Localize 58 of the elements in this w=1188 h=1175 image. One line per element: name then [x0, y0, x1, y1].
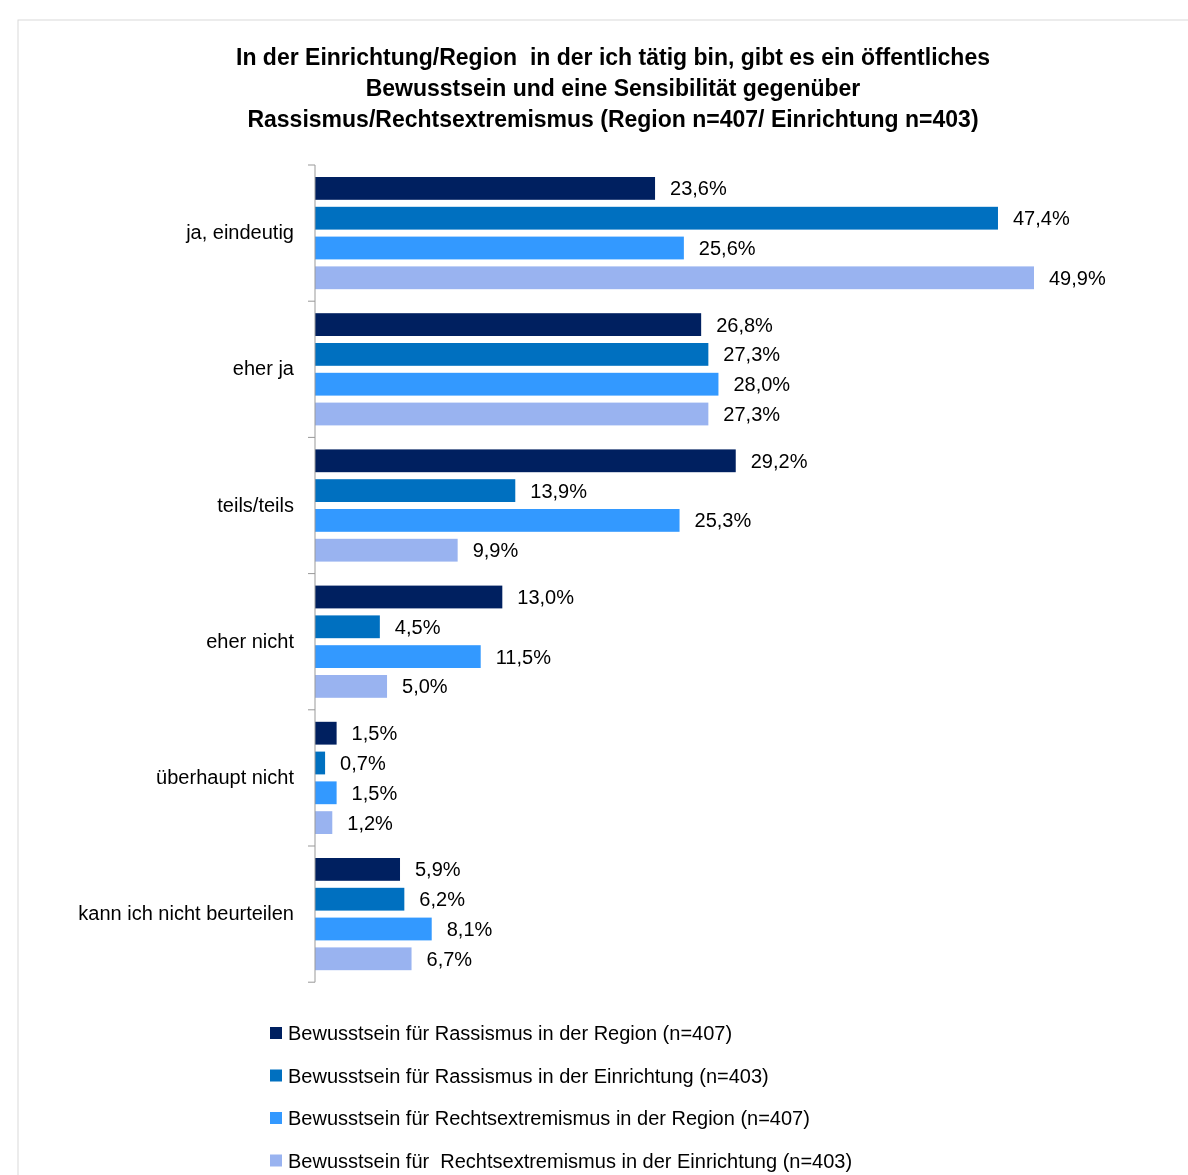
bar — [315, 615, 380, 639]
data-label: 28,0% — [733, 373, 791, 396]
data-label: 29,2% — [750, 449, 808, 472]
data-label: 5,9% — [415, 858, 461, 881]
data-label: 49,9% — [1049, 266, 1106, 289]
data-label: 23,6% — [670, 177, 727, 200]
data-label: 1,2% — [347, 811, 394, 834]
bar — [315, 721, 337, 745]
bar — [315, 266, 1034, 290]
data-label: 13,9% — [530, 479, 588, 502]
data-label: 1,5% — [351, 781, 398, 804]
data-label: 5,0% — [402, 675, 448, 698]
legend-label: Bewusstsein für Rechtsextremismus in der Einrichtung (n=403) — [288, 1149, 853, 1172]
bar — [315, 343, 709, 366]
data-label: 25,6% — [698, 237, 756, 259]
data-label: 26,8% — [716, 313, 774, 336]
bar — [315, 781, 337, 805]
bar — [315, 479, 516, 502]
bar — [315, 947, 412, 971]
legend-label: Bewusstsein für Rassismus in der Region (n=407) — [288, 1022, 733, 1044]
bar — [315, 206, 998, 230]
y-tick-label: eher nicht — [206, 629, 295, 652]
data-label: 9,9% — [472, 539, 519, 562]
data-label: 0,7% — [340, 752, 386, 774]
bar — [315, 372, 719, 396]
bar — [315, 177, 656, 200]
data-label: 8,1% — [446, 918, 493, 940]
bar — [315, 887, 405, 911]
data-label: 13,0% — [517, 586, 575, 608]
bar — [315, 585, 503, 609]
bar — [315, 449, 736, 473]
data-label: 27,3% — [723, 403, 781, 425]
bar — [315, 917, 432, 941]
y-tick-label: kann ich nicht beurteilen — [78, 902, 294, 925]
bar — [315, 236, 684, 260]
legend-label: Bewusstsein für Rechtsextremismus in der Region (n=407) — [288, 1107, 810, 1129]
bar — [315, 538, 458, 562]
data-label: 47,4% — [1012, 207, 1070, 230]
chart-title: In der Einrichtung/Region in der ich tätig bin, gibt es ein öffentliches Bewusstsein und eine Sensibilität gegenüber Rassismus/Rechtsextremismus (Region n=407/ Einrichtung n=403) — [236, 44, 990, 132]
bar — [315, 675, 388, 698]
bar — [315, 509, 680, 532]
bar — [315, 645, 481, 668]
data-label: 6,7% — [426, 947, 473, 970]
data-label: 25,3% — [694, 509, 752, 532]
data-label: 1,5% — [351, 722, 398, 745]
y-tick-label: teils/teils — [217, 493, 294, 516]
y-tick-label: überhaupt nicht — [156, 765, 295, 788]
data-label: 27,3% — [723, 343, 781, 366]
y-tick-label: ja, eindeutig — [185, 221, 294, 244]
data-label: 11,5% — [495, 645, 552, 668]
legend-label: Bewusstsein für Rassismus in der Einrichtung (n=403) — [288, 1064, 769, 1087]
bar — [315, 402, 709, 426]
bar — [315, 313, 702, 336]
y-tick-label: eher ja — [232, 357, 295, 380]
bar — [315, 811, 333, 834]
data-label: 6,2% — [419, 888, 466, 911]
data-label: 4,5% — [394, 615, 441, 638]
bar — [315, 858, 401, 881]
